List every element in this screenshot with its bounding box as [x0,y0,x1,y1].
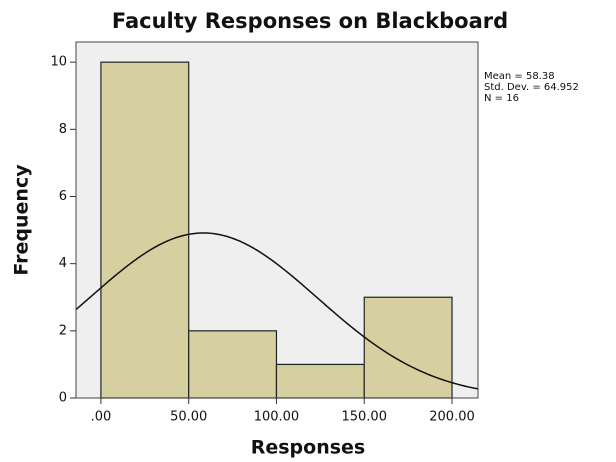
y-axis-label: Frequency [11,164,33,276]
y-tick-label: 4 [59,256,67,271]
chart-title: Faculty Responses on Blackboard [112,9,508,33]
y-tick-label: 10 [50,55,67,70]
y-tick-label: 2 [59,323,67,338]
x-tick-label: 100.00 [254,410,300,425]
bar [275,363,365,399]
x-tick-label: 200.00 [429,410,475,425]
y-tick-label: 8 [59,122,67,137]
plot-frame [75,41,479,399]
x-tick-label: 50.00 [170,410,207,425]
bar [188,330,278,399]
x-tick-label: 150.00 [341,410,387,425]
stat-label: Std. Dev. = 64.952 [484,82,579,93]
x-tick-label: .00 [91,410,112,425]
normal-curve [75,232,479,390]
bar [100,61,190,399]
stat-label: Mean = 58.38 [484,71,555,82]
x-axis-label: Responses [251,437,366,459]
stat-label: N = 16 [484,93,519,104]
y-tick-label: 6 [59,189,67,204]
bar [363,296,453,399]
y-tick-label: 0 [59,391,67,406]
